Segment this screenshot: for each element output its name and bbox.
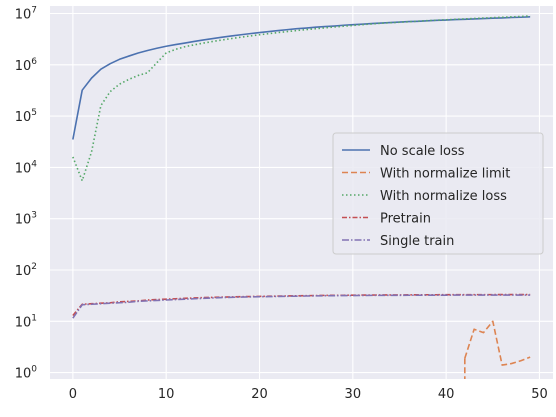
y-tick-base: 10: [15, 315, 32, 330]
series-lines: [72, 15, 531, 379]
y-tick-exponent: 0: [31, 365, 37, 375]
legend-label: Pretrain: [380, 212, 431, 227]
y-tick-label: 107: [15, 5, 37, 22]
y-tick-exponent: 2: [31, 262, 37, 272]
y-tick-base: 10: [15, 264, 32, 279]
y-tick-exponent: 1: [31, 313, 37, 323]
y-tick-label: 104: [15, 159, 38, 176]
series-line-with-normalize-loss: [72, 15, 531, 182]
x-tick-label: 10: [158, 387, 175, 402]
x-tick-label: 40: [438, 387, 455, 402]
series-line-no-scale-loss: [72, 16, 531, 140]
y-tick-label: 100: [15, 365, 38, 382]
x-tick-label: 30: [345, 387, 362, 402]
y-tick-label: 102: [15, 262, 37, 279]
legend-label: With normalize limit: [380, 167, 510, 182]
x-tick-label: 0: [69, 387, 77, 402]
y-tick-base: 10: [15, 213, 32, 228]
y-tick-exponent: 7: [31, 5, 37, 15]
legend-label: With normalize loss: [380, 189, 507, 204]
legend-box: [332, 132, 544, 255]
legend-label: Single train: [380, 234, 454, 249]
y-tick-label: 106: [15, 57, 38, 74]
series-line-single-train: [72, 294, 531, 319]
y-tick-label: 103: [15, 211, 37, 228]
y-tick-base: 10: [15, 110, 32, 125]
y-tick-exponent: 6: [31, 57, 37, 67]
legend: No scale loss With normalize limit With no…: [332, 132, 544, 255]
y-tick-base: 10: [15, 7, 32, 22]
x-axis-ticks: 0 10 20 30 40 50: [69, 387, 548, 402]
x-tick-label: 20: [251, 387, 268, 402]
series-line-with-normalize-limit: [464, 320, 531, 366]
y-tick-exponent: 4: [31, 159, 37, 169]
y-tick-label: 101: [15, 313, 37, 330]
y-tick-exponent: 5: [31, 108, 37, 118]
series-line-pretrain: [72, 293, 531, 316]
x-tick-label: 50: [531, 387, 548, 402]
y-tick-label: 105: [15, 108, 37, 125]
y-tick-base: 10: [15, 161, 32, 176]
y-tick-exponent: 3: [31, 211, 37, 221]
legend-label: No scale loss: [380, 144, 465, 159]
y-tick-base: 10: [15, 59, 32, 74]
y-tick-base: 10: [15, 367, 32, 382]
